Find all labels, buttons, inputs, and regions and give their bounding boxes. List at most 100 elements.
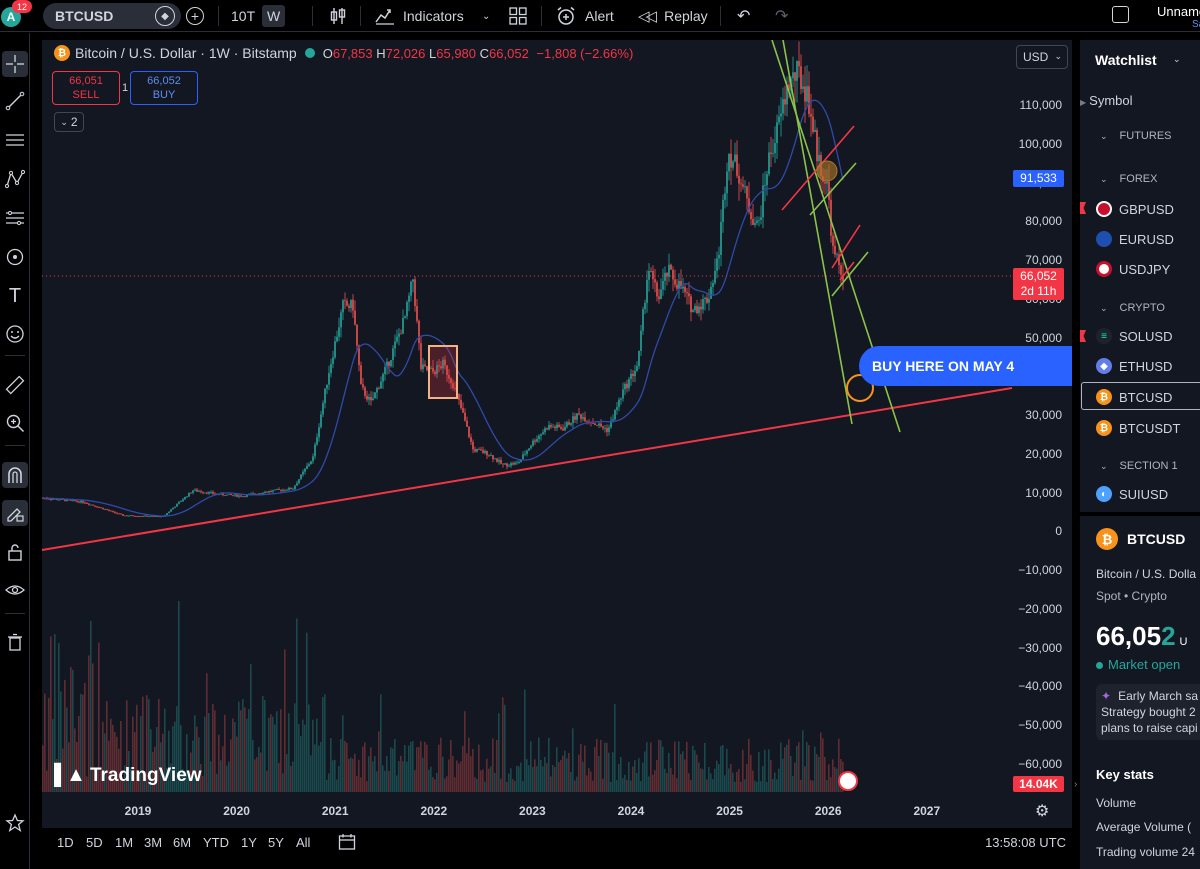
volume-bar bbox=[176, 706, 178, 792]
range-button-1m[interactable]: 1M bbox=[115, 835, 134, 850]
redo-icon[interactable]: ↷ bbox=[775, 8, 789, 25]
volume-bar bbox=[492, 738, 494, 792]
sell-button[interactable]: 66,051 SELL bbox=[52, 71, 120, 105]
volume-bar bbox=[332, 760, 334, 792]
price-chart-canvas[interactable] bbox=[42, 40, 1072, 828]
volume-bar bbox=[114, 732, 116, 792]
tradingview-logo[interactable]: ▌▲ TradingView bbox=[54, 764, 202, 787]
lock-drawings-tool[interactable] bbox=[2, 539, 28, 565]
range-button-ytd[interactable]: YTD bbox=[203, 835, 229, 850]
candle-body bbox=[424, 364, 426, 367]
interval-custom[interactable]: 10T bbox=[231, 8, 256, 24]
range-button-1y[interactable]: 1Y bbox=[241, 835, 257, 850]
section-crypto[interactable]: ⌄ CRYPTO bbox=[1100, 302, 1165, 314]
candle-body bbox=[296, 483, 298, 486]
alarm-clock-icon bbox=[557, 6, 575, 25]
indicators-collapse-button[interactable]: ⌄ 2 bbox=[54, 112, 84, 132]
chart-pane[interactable]: ₿ Bitcoin / U.S. Dollar · 1W · Bitstamp … bbox=[42, 40, 1072, 828]
buy-annotation-callout[interactable]: BUY HERE ON MAY 4 bbox=[859, 346, 1072, 386]
candle-body bbox=[474, 449, 476, 452]
pattern-tool[interactable] bbox=[2, 166, 28, 192]
symbol-search-button[interactable]: BTCUSD ◆ bbox=[43, 3, 181, 29]
date-range-calendar-icon[interactable] bbox=[338, 833, 356, 854]
save-link[interactable]: Save bbox=[1192, 19, 1200, 30]
utc-clock[interactable]: 13:58:08 UTC bbox=[985, 835, 1066, 850]
section-futures[interactable]: ⌄ FUTURES bbox=[1100, 130, 1172, 142]
favorites-tool[interactable] bbox=[2, 810, 28, 836]
stay-in-drawing-tool[interactable] bbox=[2, 500, 28, 526]
currency-selector[interactable]: USD ⌄ bbox=[1016, 45, 1068, 69]
candle-body bbox=[48, 498, 50, 500]
watchlist-item-gbpusd[interactable]: GBPUSD bbox=[1080, 195, 1200, 223]
watchlist-title[interactable]: Watchlist bbox=[1095, 52, 1157, 68]
volume-bar bbox=[486, 758, 488, 792]
news-card[interactable]: ✦ Early March sa Strategy bought 2 plans … bbox=[1096, 684, 1200, 740]
ruler-tool[interactable] bbox=[2, 372, 28, 398]
watchlist-title-chevron-icon[interactable]: ⌄ bbox=[1173, 54, 1181, 64]
emoji-tool[interactable] bbox=[2, 321, 28, 347]
range-button-6m[interactable]: 6M bbox=[173, 835, 192, 850]
red-flag-icon[interactable] bbox=[1080, 330, 1086, 342]
fib-tool[interactable] bbox=[2, 127, 28, 153]
remove-drawings-tool[interactable] bbox=[2, 629, 28, 655]
interval-weekly[interactable]: W bbox=[262, 0, 286, 32]
candle-body bbox=[94, 505, 96, 507]
range-button-5d[interactable]: 5D bbox=[86, 835, 103, 850]
zoom-tool[interactable] bbox=[2, 410, 28, 436]
details-header[interactable]: ₿ BTCUSD bbox=[1096, 528, 1185, 550]
user-avatar[interactable]: A 12 bbox=[1, 0, 32, 29]
undo-icon[interactable]: ↶ bbox=[737, 8, 751, 25]
volume-bar bbox=[652, 774, 654, 792]
range-button-5y[interactable]: 5Y bbox=[268, 835, 284, 850]
trend-line-tool[interactable] bbox=[2, 88, 28, 114]
crosshair-tool[interactable] bbox=[2, 51, 28, 77]
diamond-icon[interactable]: ◆ bbox=[155, 6, 175, 26]
alert-button[interactable]: Alert bbox=[556, 0, 614, 32]
candle-body bbox=[406, 301, 408, 317]
brush-tool[interactable] bbox=[2, 244, 28, 270]
watchlist-item-btcusd[interactable]: ₿ BTCUSD bbox=[1080, 383, 1200, 411]
magnet-tool[interactable] bbox=[2, 462, 28, 488]
text-tool[interactable]: T bbox=[2, 283, 28, 309]
layouts-button[interactable] bbox=[509, 0, 527, 32]
buy-button[interactable]: 66,052 BUY bbox=[130, 71, 198, 105]
hide-drawings-tool[interactable] bbox=[2, 577, 28, 603]
compare-symbol-button[interactable]: + bbox=[186, 0, 204, 32]
layout-menu[interactable]: Unnamed Save bbox=[1112, 4, 1200, 30]
candle-body bbox=[358, 345, 360, 366]
candle-body bbox=[70, 499, 72, 501]
volume-bar bbox=[638, 758, 640, 792]
news-flag-icon[interactable] bbox=[838, 771, 858, 791]
replay-button[interactable]: ◁◁ Replay bbox=[638, 0, 708, 32]
price-axis-tick: −10,000 bbox=[1018, 563, 1062, 577]
range-button-all[interactable]: All bbox=[296, 835, 311, 850]
volume-bar bbox=[234, 722, 236, 792]
time-axis-year: 2020 bbox=[223, 804, 250, 818]
indicators-chevron-icon[interactable]: ⌄ bbox=[482, 10, 491, 22]
watchlist-item-suiusd[interactable]: ◐ SUIUSD bbox=[1080, 480, 1200, 508]
forecast-tool[interactable] bbox=[2, 205, 28, 231]
symbol-column-header[interactable]: ▶ Symbol bbox=[1080, 93, 1133, 108]
section-forex[interactable]: ⌄ FOREX bbox=[1100, 173, 1158, 185]
watchlist-item-btcusdt[interactable]: ₿ BTCUSDT bbox=[1080, 414, 1200, 442]
volume-bar bbox=[610, 781, 612, 792]
range-button-3m[interactable]: 3M bbox=[144, 835, 163, 850]
chart-type-button[interactable] bbox=[329, 0, 347, 32]
watchlist-item-usdjpy[interactable]: USDJPY bbox=[1080, 255, 1200, 283]
indicators-button[interactable]: Indicators bbox=[375, 0, 464, 32]
range-button-1d[interactable]: 1D bbox=[57, 835, 74, 850]
candle-body bbox=[780, 113, 782, 117]
chart-settings-gear-icon[interactable]: ⚙ bbox=[1035, 803, 1050, 820]
watchlist-item-eurusd[interactable]: EURUSD bbox=[1080, 225, 1200, 253]
red-flag-icon[interactable] bbox=[1080, 202, 1086, 214]
watchlist-item-ethusd[interactable]: ◆ ETHUSD bbox=[1080, 352, 1200, 380]
details-price-main: 66,05 bbox=[1096, 621, 1162, 651]
watchlist-item-solusd[interactable]: ≡ SOLUSD bbox=[1080, 322, 1200, 350]
panel-divider[interactable] bbox=[1080, 512, 1200, 516]
volume-bar bbox=[398, 761, 400, 792]
panel-splitter[interactable]: › bbox=[1074, 779, 1078, 790]
volume-bar bbox=[194, 715, 196, 792]
section-section-1[interactable]: ⌄ SECTION 1 bbox=[1100, 460, 1178, 472]
candle-body bbox=[52, 499, 54, 500]
volume-bar bbox=[302, 719, 304, 792]
